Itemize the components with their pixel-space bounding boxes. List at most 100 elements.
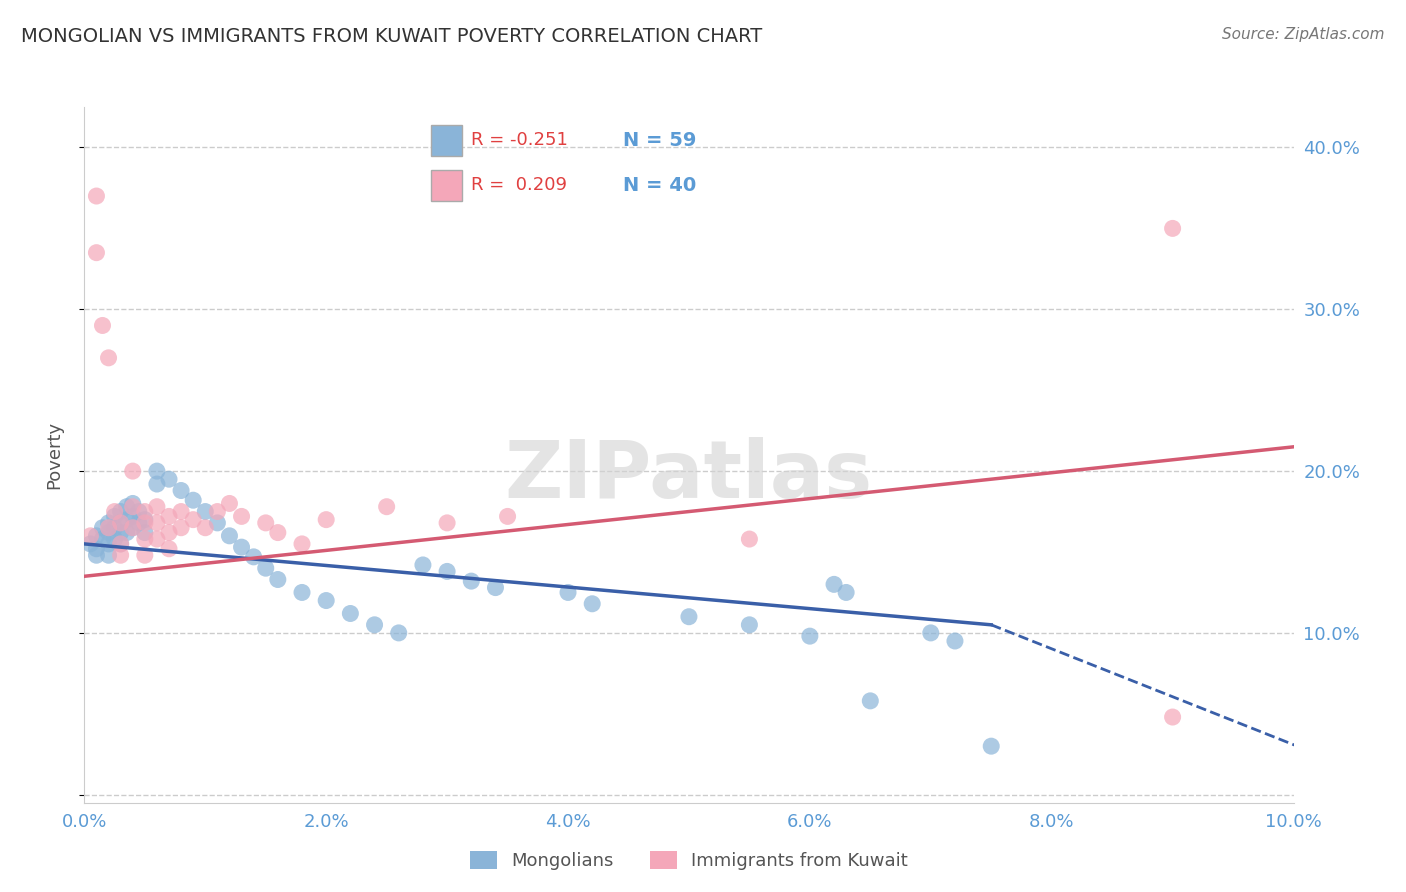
Point (980, 739, 1002, 754)
Point (121, 500, 143, 514)
Point (436, 516, 458, 530)
Point (146, 516, 169, 530)
Point (157, 541, 180, 556)
Point (115, 500, 138, 514)
Point (134, 548, 156, 562)
Point (859, 694, 882, 708)
Point (170, 521, 193, 535)
Point (146, 464, 169, 478)
Point (1161, 710, 1184, 724)
Point (207, 504, 229, 518)
Point (86, 245, 108, 260)
Point (157, 525, 180, 540)
Point (104, 509, 127, 524)
Point (231, 540, 253, 554)
Text: N = 40: N = 40 (623, 176, 696, 194)
Point (460, 574, 482, 588)
Point (678, 609, 700, 624)
Point (194, 504, 217, 518)
Point (115, 525, 138, 540)
Point (207, 516, 229, 530)
Point (291, 585, 314, 599)
Point (97, 516, 120, 530)
Point (134, 513, 156, 527)
Point (121, 496, 143, 510)
Point (412, 558, 434, 572)
Point (97, 548, 120, 562)
Y-axis label: Poverty: Poverty (45, 421, 63, 489)
Point (388, 626, 411, 640)
Point (110, 504, 132, 518)
Point (170, 504, 193, 518)
Point (218, 496, 240, 510)
Point (110, 525, 132, 540)
Point (121, 521, 143, 535)
Point (115, 513, 138, 527)
Point (97, 351, 120, 365)
Point (254, 561, 277, 575)
Point (254, 516, 277, 530)
FancyBboxPatch shape (432, 125, 463, 155)
Point (104, 504, 127, 518)
Point (375, 500, 398, 514)
Point (181, 493, 204, 508)
Point (86, 541, 108, 556)
Point (315, 593, 337, 607)
Point (738, 617, 761, 632)
Point (79, 537, 101, 551)
Point (110, 516, 132, 530)
Point (86, 548, 108, 562)
Point (242, 549, 264, 564)
Point (181, 513, 204, 527)
Point (218, 529, 240, 543)
Point (170, 483, 193, 498)
Point (267, 573, 290, 587)
Point (121, 521, 143, 535)
Legend: Mongolians, Immigrants from Kuwait: Mongolians, Immigrants from Kuwait (463, 844, 915, 877)
Point (97, 521, 120, 535)
Point (121, 464, 143, 478)
Point (943, 634, 966, 648)
Point (496, 509, 519, 524)
Point (110, 537, 132, 551)
Point (110, 537, 132, 551)
Point (91, 318, 114, 333)
Point (97, 525, 120, 540)
Text: N = 59: N = 59 (623, 131, 696, 150)
Point (146, 477, 169, 491)
Point (146, 532, 169, 546)
Point (339, 607, 361, 621)
Point (110, 516, 132, 530)
Point (157, 509, 180, 524)
Point (134, 504, 156, 518)
Point (920, 626, 942, 640)
Point (91, 532, 114, 546)
FancyBboxPatch shape (432, 170, 463, 201)
Point (484, 581, 506, 595)
Point (146, 500, 169, 514)
Point (128, 516, 150, 530)
Point (134, 532, 156, 546)
Point (157, 472, 180, 486)
Point (363, 617, 385, 632)
Point (581, 597, 603, 611)
Point (738, 532, 761, 546)
Text: MONGOLIAN VS IMMIGRANTS FROM KUWAIT POVERTY CORRELATION CHART: MONGOLIAN VS IMMIGRANTS FROM KUWAIT POVE… (21, 27, 762, 45)
Point (557, 585, 579, 599)
Point (835, 585, 858, 599)
Point (134, 516, 156, 530)
Point (291, 537, 314, 551)
Point (79, 529, 101, 543)
Point (267, 525, 290, 540)
Point (110, 548, 132, 562)
Point (128, 504, 150, 518)
Point (823, 577, 845, 591)
Point (194, 521, 217, 535)
Text: ZIPatlas: ZIPatlas (505, 437, 873, 515)
Point (86, 189, 108, 203)
Point (134, 525, 156, 540)
Point (104, 521, 127, 535)
Point (315, 513, 337, 527)
Point (799, 629, 821, 643)
Point (1161, 221, 1184, 235)
